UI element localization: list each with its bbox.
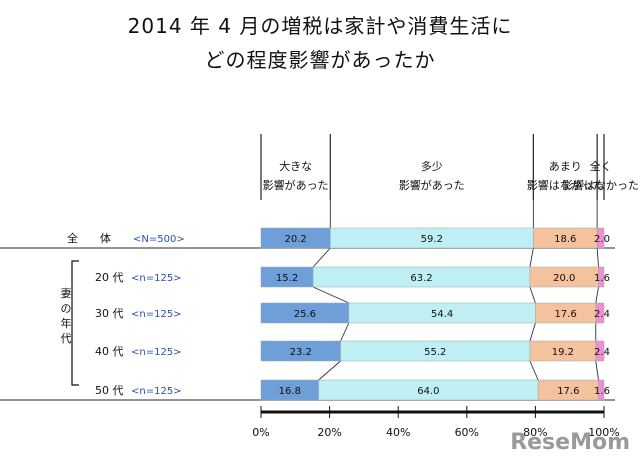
legend-label-2-1: 影響はなかった (527, 178, 604, 192)
bar-segment-1-3 (598, 266, 605, 288)
connector-line-1-1 (529, 286, 536, 304)
data-label-0-3: 2.0 (594, 234, 610, 245)
bar-segment-4-3 (598, 379, 605, 401)
data-label-2-3: 2.4 (594, 309, 610, 320)
data-label-0-0: 20.2 (285, 234, 307, 245)
data-label-4-2: 17.6 (557, 386, 579, 397)
data-label-3-0: 23.2 (290, 347, 312, 358)
category-n-4: <n=125> (131, 386, 182, 397)
group-label-char-0: 妻 (61, 287, 72, 300)
chart-title-line-1: 2014 年 4 月の増税は家計や消費生活に (127, 14, 513, 38)
connector-line-0-2 (596, 247, 599, 268)
x-tick-label-5: 100% (588, 426, 619, 439)
category-label-4: 50 代 (95, 384, 124, 397)
data-label-1-0: 15.2 (276, 273, 298, 284)
watermark-logo: ReseMom (510, 430, 630, 455)
data-label-2-1: 54.4 (431, 309, 453, 320)
group-label-char-1: の (61, 302, 72, 315)
bar-segment-3-3 (595, 340, 605, 362)
connector-line-3-2 (595, 360, 599, 381)
chart-title-line-2: どの程度影響があったか (204, 48, 436, 72)
legend-label-1-0: 多少 (421, 159, 443, 173)
legend-label-2-0: あまり (549, 160, 582, 173)
connector-line-2-0 (340, 322, 350, 342)
category-n-0: <N=500> (133, 234, 185, 245)
x-tick-label-4: 80% (523, 426, 547, 439)
bar-segment-0-3 (596, 227, 605, 249)
connector-line-0-0 (312, 247, 331, 268)
category-label-3: 40 代 (95, 345, 124, 358)
legend-label-3-1: 影響はなかった (562, 178, 639, 192)
data-label-4-3: 1.6 (594, 386, 610, 397)
x-tick-label-3: 60% (455, 426, 479, 439)
data-label-2-0: 25.6 (294, 309, 316, 320)
legend-label-0-0: 大きな (279, 159, 312, 173)
bar-segment-2-3 (595, 302, 605, 324)
legend-label-1-1: 影響があった (399, 178, 465, 192)
connector-line-2-1 (529, 322, 536, 342)
category-label-2: 30 代 (95, 307, 124, 320)
data-label-1-1: 63.2 (410, 273, 432, 284)
category-n-1: <n=125> (131, 273, 182, 284)
category-label-0: 全 体 (67, 231, 111, 245)
category-n-3: <n=125> (131, 347, 182, 358)
group-bracket (71, 260, 79, 386)
data-label-3-1: 55.2 (424, 347, 446, 358)
data-label-2-2: 17.6 (554, 309, 576, 320)
connector-line-1-0 (312, 286, 349, 304)
connector-line-3-1 (529, 360, 539, 381)
group-label-char-3: 代 (61, 332, 72, 345)
data-label-4-0: 16.8 (279, 386, 301, 397)
data-label-3-2: 19.2 (552, 347, 574, 358)
data-label-3-3: 2.4 (594, 347, 610, 358)
group-label-char-2: 年 (61, 316, 72, 330)
category-n-2: <n=125> (131, 309, 182, 320)
data-label-0-1: 59.2 (421, 234, 443, 245)
data-label-1-3: 1.6 (594, 273, 610, 284)
x-tick-label-1: 20% (317, 426, 341, 439)
x-tick-label-0: 0% (252, 426, 269, 439)
legend-label-3-0: 全く (590, 159, 612, 173)
legend-label-0-1: 影響があった (263, 178, 329, 192)
data-label-1-2: 20.0 (553, 273, 575, 284)
data-label-4-1: 64.0 (417, 386, 439, 397)
connector-line-0-1 (529, 247, 534, 268)
connector-line-3-0 (318, 360, 341, 381)
connector-line-1-2 (595, 286, 599, 304)
data-label-0-2: 18.6 (554, 234, 576, 245)
category-label-1: 20 代 (95, 271, 124, 284)
x-tick-label-2: 40% (386, 426, 410, 439)
